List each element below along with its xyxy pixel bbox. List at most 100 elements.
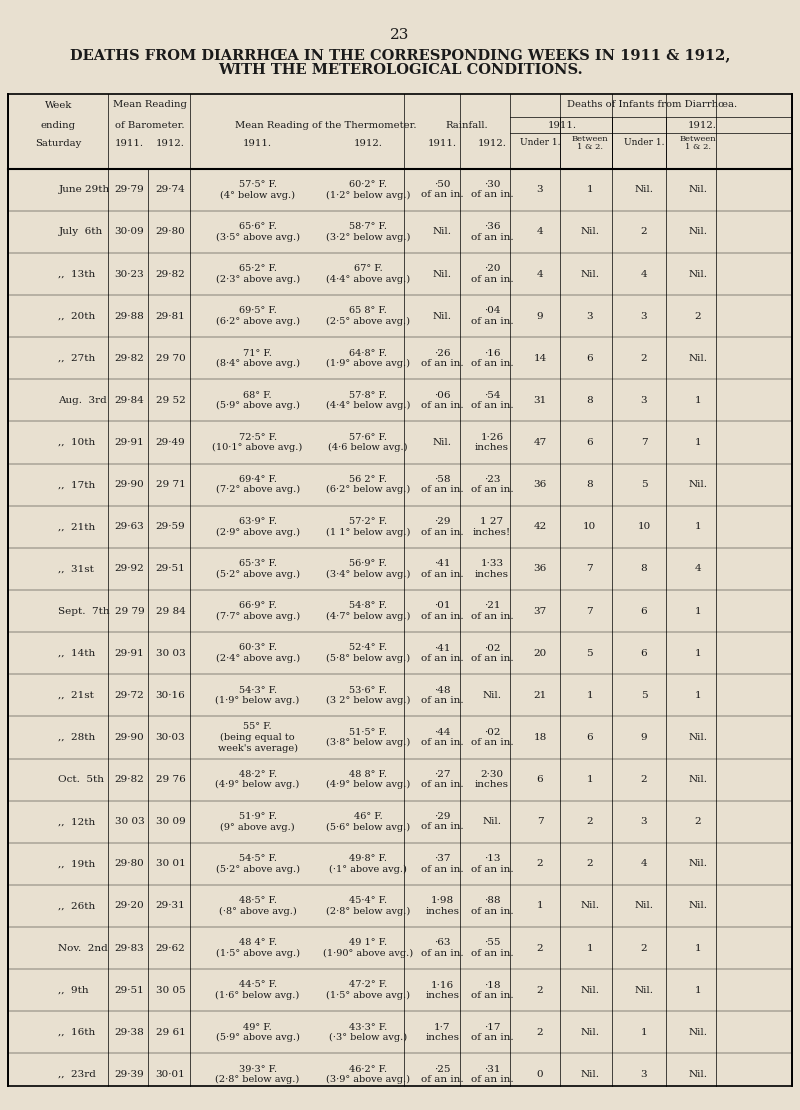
Text: Sept.  7th: Sept. 7th: [58, 606, 110, 616]
Text: ·29
of an in.: ·29 of an in.: [421, 813, 464, 831]
Text: 6: 6: [641, 606, 647, 616]
Text: ·13
of an in.: ·13 of an in.: [470, 855, 514, 874]
Text: 1: 1: [694, 396, 701, 405]
Text: 1: 1: [586, 690, 593, 699]
Text: 54·8° F.
(4·7° below avg.): 54·8° F. (4·7° below avg.): [326, 602, 410, 620]
Text: ·18
of an in.: ·18 of an in.: [470, 980, 514, 1000]
Text: 72·5° F.
(10·1° above avg.): 72·5° F. (10·1° above avg.): [213, 433, 302, 453]
Text: 58·7° F.
(3·2° below avg.): 58·7° F. (3·2° below avg.): [326, 222, 410, 242]
Text: 29·80: 29·80: [155, 228, 186, 236]
Text: Aug.  3rd: Aug. 3rd: [58, 396, 107, 405]
Text: 30 01: 30 01: [155, 859, 186, 868]
Text: 10: 10: [638, 523, 650, 532]
Text: 29·62: 29·62: [155, 944, 186, 952]
Text: ,,  21th: ,, 21th: [58, 523, 96, 532]
Text: Nil.: Nil.: [433, 438, 452, 447]
Text: 6: 6: [537, 775, 543, 784]
Text: 29 70: 29 70: [155, 354, 186, 363]
Text: 29·63: 29·63: [114, 523, 145, 532]
Text: 1912.: 1912.: [478, 139, 506, 148]
Text: 9: 9: [641, 733, 647, 741]
Text: Nil.: Nil.: [688, 1028, 707, 1037]
Text: 31: 31: [534, 396, 546, 405]
Text: Nil.: Nil.: [688, 185, 707, 194]
Text: 29·79: 29·79: [114, 185, 145, 194]
Text: 6: 6: [586, 438, 593, 447]
Text: 29 84: 29 84: [155, 606, 186, 616]
Text: 2: 2: [694, 817, 701, 826]
Text: ·37
of an in.: ·37 of an in.: [421, 855, 464, 874]
Text: 23: 23: [390, 28, 410, 42]
Text: 0: 0: [537, 1070, 543, 1079]
Text: 5: 5: [641, 690, 647, 699]
Text: 29·72: 29·72: [114, 690, 145, 699]
Text: Nil.: Nil.: [433, 228, 452, 236]
Text: Between: Between: [571, 134, 608, 143]
Text: Nil.: Nil.: [580, 270, 599, 279]
Text: 29·91: 29·91: [114, 648, 145, 658]
Text: 4: 4: [537, 270, 543, 279]
Text: 69·5° F.
(6·2° above avg.): 69·5° F. (6·2° above avg.): [216, 306, 300, 326]
Text: 1: 1: [694, 986, 701, 995]
Text: 46·2° F.
(3·9° above avg.): 46·2° F. (3·9° above avg.): [326, 1064, 410, 1084]
Text: Nil.: Nil.: [634, 185, 654, 194]
Text: Rainfall.: Rainfall.: [446, 121, 489, 130]
Text: 69·4° F.
(7·2° above avg.): 69·4° F. (7·2° above avg.): [215, 475, 300, 494]
Text: 29·82: 29·82: [155, 270, 186, 279]
Text: 29·38: 29·38: [114, 1028, 145, 1037]
Text: 29·39: 29·39: [114, 1070, 145, 1079]
Text: 4: 4: [537, 228, 543, 236]
Text: Nil.: Nil.: [482, 817, 502, 826]
Text: 3: 3: [641, 396, 647, 405]
Text: ·29
of an in.: ·29 of an in.: [421, 517, 464, 536]
Text: ,,  12th: ,, 12th: [58, 817, 96, 826]
Text: 29·82: 29·82: [114, 354, 145, 363]
Text: 30 05: 30 05: [155, 986, 186, 995]
Text: 60·3° F.
(2·4° above avg.): 60·3° F. (2·4° above avg.): [215, 644, 300, 663]
Text: Nil.: Nil.: [688, 270, 707, 279]
Text: 29·49: 29·49: [155, 438, 186, 447]
Text: 29·92: 29·92: [114, 565, 145, 574]
Text: Nil.: Nil.: [688, 1070, 707, 1079]
Text: Nil.: Nil.: [634, 986, 654, 995]
Text: 29·84: 29·84: [114, 396, 145, 405]
Text: ·36
of an in.: ·36 of an in.: [470, 222, 514, 242]
Text: 39·3° F.
(2·8° below avg.): 39·3° F. (2·8° below avg.): [215, 1064, 300, 1084]
Text: 29·88: 29·88: [114, 312, 145, 321]
Text: ,,  27th: ,, 27th: [58, 354, 96, 363]
Text: ,,  21st: ,, 21st: [58, 690, 94, 699]
Text: ·23
of an in.: ·23 of an in.: [470, 475, 514, 494]
Text: 29·90: 29·90: [114, 481, 145, 490]
Text: 1·7
inches: 1·7 inches: [426, 1022, 459, 1042]
Text: WITH THE METEROLOGICAL CONDITIONS.: WITH THE METEROLOGICAL CONDITIONS.: [218, 63, 582, 78]
Text: 29·91: 29·91: [114, 438, 145, 447]
Text: ·30
of an in.: ·30 of an in.: [470, 180, 514, 200]
Text: 51·9° F.
(9° above avg.): 51·9° F. (9° above avg.): [220, 811, 295, 831]
Text: 4: 4: [694, 565, 701, 574]
Text: 1: 1: [586, 185, 593, 194]
Text: ,,  13th: ,, 13th: [58, 270, 96, 279]
Text: 67° F.
(4·4° above avg.): 67° F. (4·4° above avg.): [326, 264, 410, 284]
Text: 30·09: 30·09: [114, 228, 145, 236]
Text: 1911.: 1911.: [115, 139, 144, 148]
Text: 1911.: 1911.: [428, 139, 457, 148]
Text: 3: 3: [641, 817, 647, 826]
Text: 2: 2: [537, 859, 543, 868]
Text: Deaths of Infants from Diarrhœa.: Deaths of Infants from Diarrhœa.: [567, 100, 737, 109]
Text: ·31
of an in.: ·31 of an in.: [470, 1064, 514, 1084]
Text: 57·2° F.
(1 1° below avg.): 57·2° F. (1 1° below avg.): [326, 517, 410, 536]
Text: 1912.: 1912.: [156, 139, 185, 148]
Text: 65 8° F.
(2·5° above avg.): 65 8° F. (2·5° above avg.): [326, 306, 410, 326]
Text: ·25
of an in.: ·25 of an in.: [421, 1064, 464, 1084]
Text: 7: 7: [586, 606, 593, 616]
Text: 3: 3: [641, 1070, 647, 1079]
Text: 7: 7: [586, 565, 593, 574]
Text: 29·31: 29·31: [155, 901, 186, 910]
Text: 29·51: 29·51: [114, 986, 145, 995]
Text: 71° F.
(8·4° above avg.): 71° F. (8·4° above avg.): [216, 349, 300, 369]
Text: of Barometer.: of Barometer.: [115, 121, 185, 130]
Text: 5: 5: [641, 481, 647, 490]
Text: 42: 42: [534, 523, 546, 532]
Text: 1: 1: [694, 690, 701, 699]
Text: ,,  20th: ,, 20th: [58, 312, 96, 321]
